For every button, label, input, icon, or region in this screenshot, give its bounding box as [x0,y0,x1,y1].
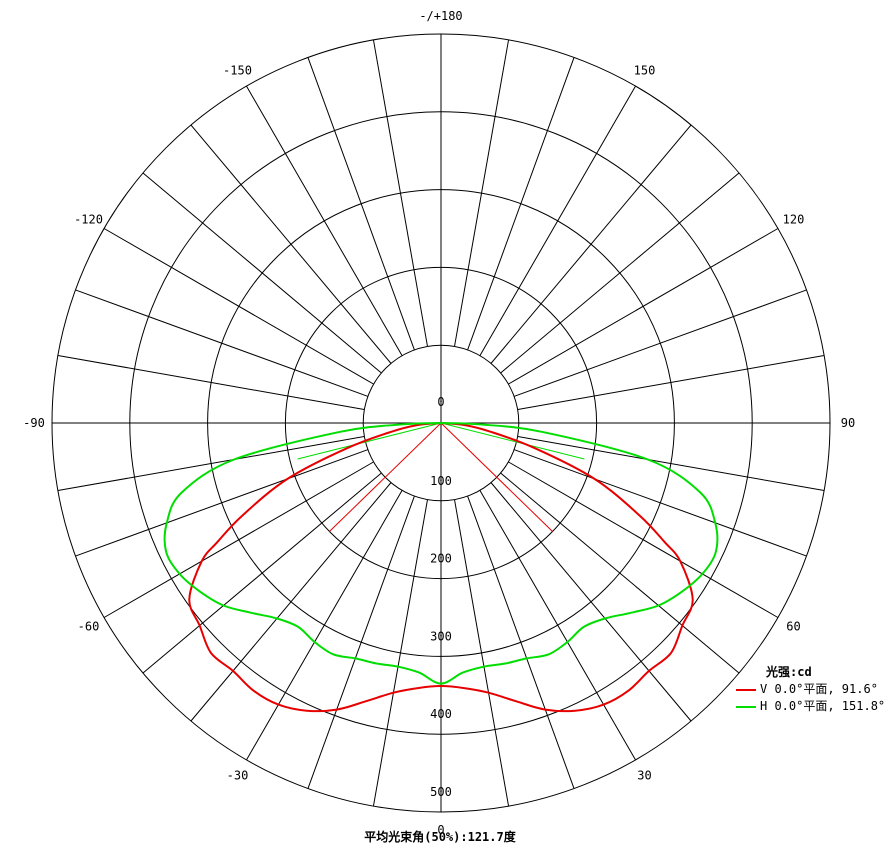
angle-label-30: 30 [637,768,651,782]
spoke-120 [508,228,779,385]
spoke--160 [307,57,415,350]
spoke-40 [490,482,692,722]
spoke--20 [307,496,415,789]
axis-labels: 0 30 60 90 120 150 -/+180 -150 -120 -90 -60 -30 0 100… [23,9,855,837]
spoke-140 [490,124,692,364]
spoke--140 [190,124,392,364]
angle-label--30: -30 [227,768,249,782]
legend-title: 光强:cd [766,665,812,679]
spoke-70 [514,449,807,557]
spoke--100 [57,354,365,410]
series-curve-v-plane [188,422,694,713]
angle-label--90: -90 [23,416,45,430]
spoke-100 [517,354,825,410]
angle-label-120: 120 [783,213,805,227]
legend-label-h: H 0.0°平面, 151.8° [760,699,886,713]
angle-label--60: -60 [78,620,100,634]
spoke-110 [514,289,807,397]
angle-label-0: 0 [437,823,444,837]
legend-label-v: V 0.0°平面, 91.6° [760,682,878,696]
spoke--150 [246,85,403,356]
angle-label-150: 150 [634,64,656,78]
spoke-30 [479,490,636,761]
spoke-20 [467,496,575,789]
angle-label-90: 90 [841,416,855,430]
beam-line-1-right [440,422,585,460]
radial-label-100: 100 [430,474,452,488]
polar-grid [51,33,831,813]
radial-label-300: 300 [430,629,452,643]
series-curve-h-plane [163,422,719,685]
angle-label--150: -150 [223,64,252,78]
spoke-60 [508,461,779,618]
spoke-130 [500,172,740,374]
angle-label--120: -120 [74,213,103,227]
spoke--60 [103,461,374,618]
intensity-curves [163,422,719,713]
spoke--120 [103,228,374,385]
radial-label-0: 0 [437,395,444,409]
spoke--40 [190,482,392,722]
spoke--50 [142,472,382,674]
radial-label-500: 500 [430,785,452,799]
radial-label-400: 400 [430,707,452,721]
radial-label-200: 200 [430,552,452,566]
legend-swatch-v [736,688,756,691]
spoke--110 [75,289,368,397]
angle-label-60: 60 [786,620,800,634]
spoke-170 [454,39,510,347]
spoke-150 [479,85,636,356]
spoke-160 [467,57,575,350]
angle-label-180: -/+180 [419,9,462,23]
spoke-10 [454,499,510,807]
beam-angle-lines [297,422,585,532]
beam-angle-footer: 平均光束角(50%):121.7度 [364,830,516,844]
spoke--10 [372,499,428,807]
beam-line-0-left [329,422,442,532]
spoke--130 [142,172,382,374]
legend-swatch-h [736,705,756,708]
beam-line-0-right [440,422,553,532]
spoke-80 [517,436,825,492]
spoke--30 [246,490,403,761]
legend-item-v-plane: V 0.0°平面, 91.6° [736,681,885,698]
spoke-50 [500,472,740,674]
spoke--170 [372,39,428,347]
spoke--70 [75,449,368,557]
legend: 光强:cd V 0.0°平面, 91.6° H 0.0°平面, 151.8° [736,664,885,715]
beam-line-1-left [297,422,442,460]
legend-item-h-plane: H 0.0°平面, 151.8° [736,698,885,715]
spoke--80 [57,436,365,492]
